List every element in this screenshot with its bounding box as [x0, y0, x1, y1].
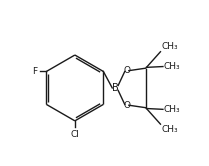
Text: O: O	[123, 101, 130, 110]
Text: Cl: Cl	[70, 130, 79, 139]
Text: CH₃: CH₃	[164, 62, 180, 71]
Text: F: F	[32, 67, 37, 76]
Text: O: O	[123, 66, 130, 75]
Text: CH₃: CH₃	[161, 42, 178, 51]
Text: B: B	[112, 83, 119, 93]
Text: CH₃: CH₃	[161, 125, 178, 134]
Text: CH₃: CH₃	[164, 105, 180, 114]
